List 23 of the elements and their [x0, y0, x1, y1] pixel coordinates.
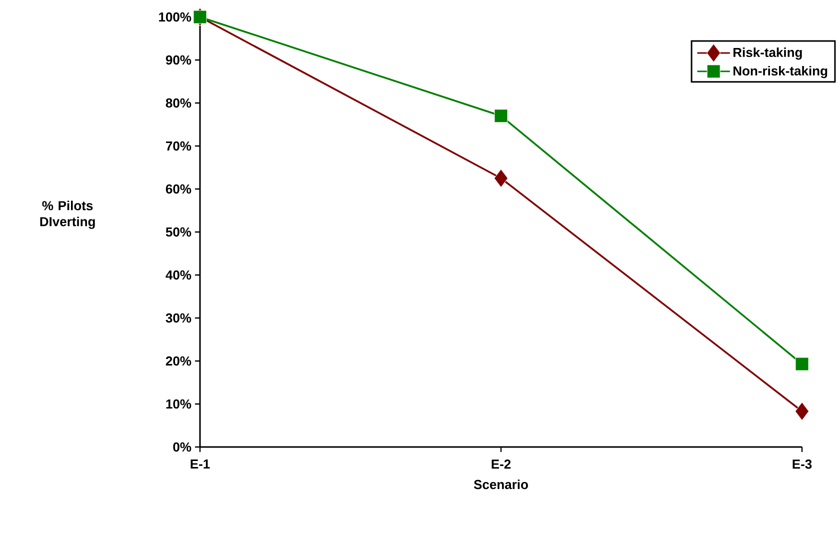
y-tick-label: 100%	[159, 12, 192, 22]
y-tick-label: 40%	[166, 270, 192, 280]
y-tick-label: 20%	[166, 356, 192, 366]
y-tick-label: 30%	[166, 313, 192, 323]
point	[795, 357, 809, 371]
point	[494, 168, 508, 188]
x-tick-label: E-2	[492, 460, 511, 469]
y-tick-label: 10%	[166, 399, 192, 409]
y-tick-label: 60%	[166, 184, 192, 194]
y-tick-label: 90%	[166, 55, 192, 65]
legend-label: Non-risk-taking	[734, 66, 828, 78]
x-axis-title: Scenario	[474, 480, 528, 490]
legend-label: Risk-taking	[734, 48, 802, 60]
point	[193, 10, 207, 24]
y-axis-title: % Pilots DIverting	[40, 200, 95, 229]
x-tick-label: E-1	[190, 460, 210, 468]
point	[494, 109, 508, 123]
y-tick-label: 70%	[166, 141, 192, 151]
y-tick-label: 0%	[173, 442, 192, 452]
x-tick-label: E-3	[792, 460, 812, 469]
y-tick-label: 50%	[166, 227, 192, 237]
y-tick-label: 80%	[166, 98, 192, 108]
point	[795, 402, 810, 421]
